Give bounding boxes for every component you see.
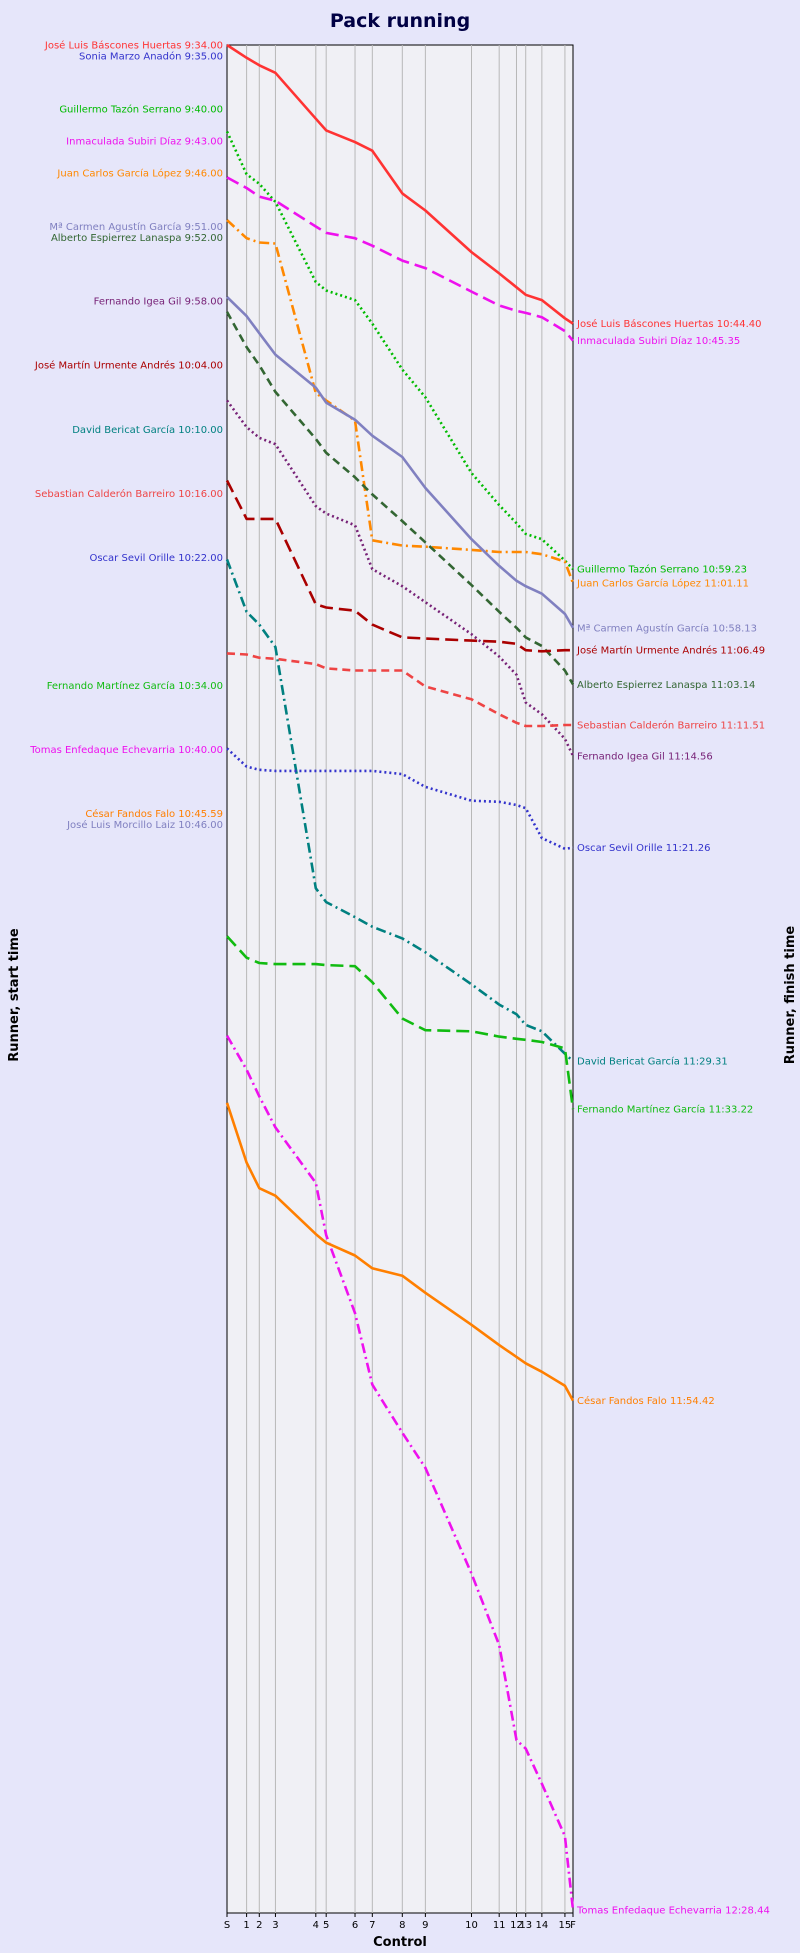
start-label-juan-carlos-garcia-lopez: Juan Carlos García López 9:46.00 xyxy=(56,168,223,180)
finish-label-fernando-martinez-garcia: Fernando Martínez García 11:33.22 xyxy=(577,1104,753,1116)
series-line-alberto-espierrez-lanaspa xyxy=(225,311,575,686)
start-label-jose-martin-urmente-andres: José Martín Urmente Andrés 10:04.00 xyxy=(34,360,223,372)
start-label-fernando-igea-gil: Fernando Igea Gil 9:58.00 xyxy=(94,297,223,308)
start-label-fernando-martinez-garcia: Fernando Martínez García 10:34.00 xyxy=(47,680,223,692)
plot-area xyxy=(226,44,574,1914)
tick-label-control-1: 1 xyxy=(243,1920,249,1931)
series-line-guillermo-tazon-serrano xyxy=(225,130,574,570)
finish-label-tomas-enfedaque-echevarria: Tomas Enfedaque Echevarria 12:28.44 xyxy=(576,1905,770,1916)
start-label-sonia-marzo-anadon: Sonia Marzo Anadón 9:35.00 xyxy=(79,51,223,63)
tick-label-control-10: 10 xyxy=(465,1920,478,1931)
runner-labels: José Luis Báscones Huertas 9:34.00Sonia … xyxy=(29,40,770,1917)
series-line-jose-martin-urmente-andres xyxy=(225,479,573,653)
series-line-tomas-enfedaque-echevarria xyxy=(225,1034,575,1910)
series-line-david-bericat-garcia xyxy=(225,559,574,1063)
series-line-fernando-martinez-garcia xyxy=(226,935,575,1110)
finish-label-david-bericat-garcia: David Bericat García 11:29.31 xyxy=(577,1056,728,1068)
tick-label-control-4: 4 xyxy=(313,1920,319,1931)
start-label-m-carmen-agustin-garcia: Mª Carmen Agustín García 9:51.00 xyxy=(49,221,223,233)
finish-label-oscar-sevil-orille: Oscar Sevil Orille 11:21.26 xyxy=(577,843,711,854)
tick-label-control-9: 9 xyxy=(422,1920,428,1931)
finish-label-inmaculada-subiri-diaz: Inmaculada Subiri Díaz 10:45.35 xyxy=(577,335,740,347)
chart-title: Pack running xyxy=(330,10,470,32)
start-label-inmaculada-subiri-diaz: Inmaculada Subiri Díaz 9:43.00 xyxy=(66,136,223,148)
finish-label-alberto-espierrez-lanaspa: Alberto Espierrez Lanaspa 11:03.14 xyxy=(577,680,755,691)
finish-label-juan-carlos-garcia-lopez: Juan Carlos García López 11:01.11 xyxy=(576,577,749,589)
start-label-alberto-espierrez-lanaspa: Alberto Espierrez Lanaspa 9:52.00 xyxy=(51,233,223,244)
tick-label-control-13: 13 xyxy=(519,1920,532,1931)
series-lines xyxy=(225,43,575,1910)
series-line-fernando-igea-gil xyxy=(225,399,575,757)
control-gridlines xyxy=(226,45,574,1917)
finish-label-jose-martin-urmente-andres: José Martín Urmente Andrés 11:06.49 xyxy=(576,645,765,657)
series-line-cesar-fandos-falo xyxy=(225,1102,575,1402)
tick-label-control-12: 12 xyxy=(510,1920,523,1931)
tick-label-control-f: F xyxy=(570,1920,576,1931)
finish-label-cesar-fandos-falo: César Fandos Falo 11:54.42 xyxy=(577,1395,715,1407)
series-line-sebastian-calderon-barreiro xyxy=(226,652,573,728)
start-label-guillermo-tazon-serrano: Guillermo Tazón Serrano 9:40.00 xyxy=(59,104,223,116)
finish-label-guillermo-tazon-serrano: Guillermo Tazón Serrano 10:59.23 xyxy=(577,564,747,576)
y-axis-title-right: Runner, finish time xyxy=(783,926,798,1065)
series-line-jose-luis-bascones-huertas xyxy=(226,43,574,325)
finish-label-m-carmen-agustin-garcia: Mª Carmen Agustín García 10:58.13 xyxy=(577,622,757,634)
start-label-cesar-fandos-falo: César Fandos Falo 10:45.59 xyxy=(85,808,223,820)
start-label-oscar-sevil-orille: Oscar Sevil Orille 10:22.00 xyxy=(89,553,223,564)
tick-label-control-6: 6 xyxy=(352,1920,358,1931)
start-label-tomas-enfedaque-echevarria: Tomas Enfedaque Echevarria 10:40.00 xyxy=(29,745,223,756)
start-label-jose-luis-bascones-huertas: José Luis Báscones Huertas 9:34.00 xyxy=(44,40,223,52)
tick-label-control-11: 11 xyxy=(493,1920,506,1931)
tick-label-control-7: 7 xyxy=(369,1920,375,1931)
tick-label-control-3: 3 xyxy=(272,1920,278,1931)
finish-label-fernando-igea-gil: Fernando Igea Gil 11:14.56 xyxy=(577,751,713,762)
finish-label-jose-luis-bascones-huertas: José Luis Báscones Huertas 10:44.40 xyxy=(576,318,761,330)
tick-label-control-8: 8 xyxy=(399,1920,405,1931)
start-label-sebastian-calderon-barreiro: Sebastian Calderón Barreiro 10:16.00 xyxy=(35,488,223,500)
series-line-oscar-sevil-orille xyxy=(226,747,574,851)
series-line-inmaculada-subiri-diaz xyxy=(226,176,574,342)
start-label-jose-luis-morcillo-laiz: José Luis Morcillo Laiz 10:46.00 xyxy=(66,819,223,831)
tick-label-control-14: 14 xyxy=(535,1920,548,1931)
tick-label-control-s: S xyxy=(224,1920,230,1931)
finish-label-sebastian-calderon-barreiro: Sebastian Calderón Barreiro 11:11.51 xyxy=(577,719,765,731)
tick-label-control-15: 15 xyxy=(559,1920,572,1931)
tick-label-control-5: 5 xyxy=(323,1920,329,1931)
start-label-david-bericat-garcia: David Bericat García 10:10.00 xyxy=(72,424,223,436)
series-line-m-carmen-agustin-garcia xyxy=(226,295,575,629)
x-axis-title: Control xyxy=(373,1935,427,1950)
y-axis-title-left: Runner, start time xyxy=(7,928,22,1062)
tick-label-control-2: 2 xyxy=(256,1920,262,1931)
